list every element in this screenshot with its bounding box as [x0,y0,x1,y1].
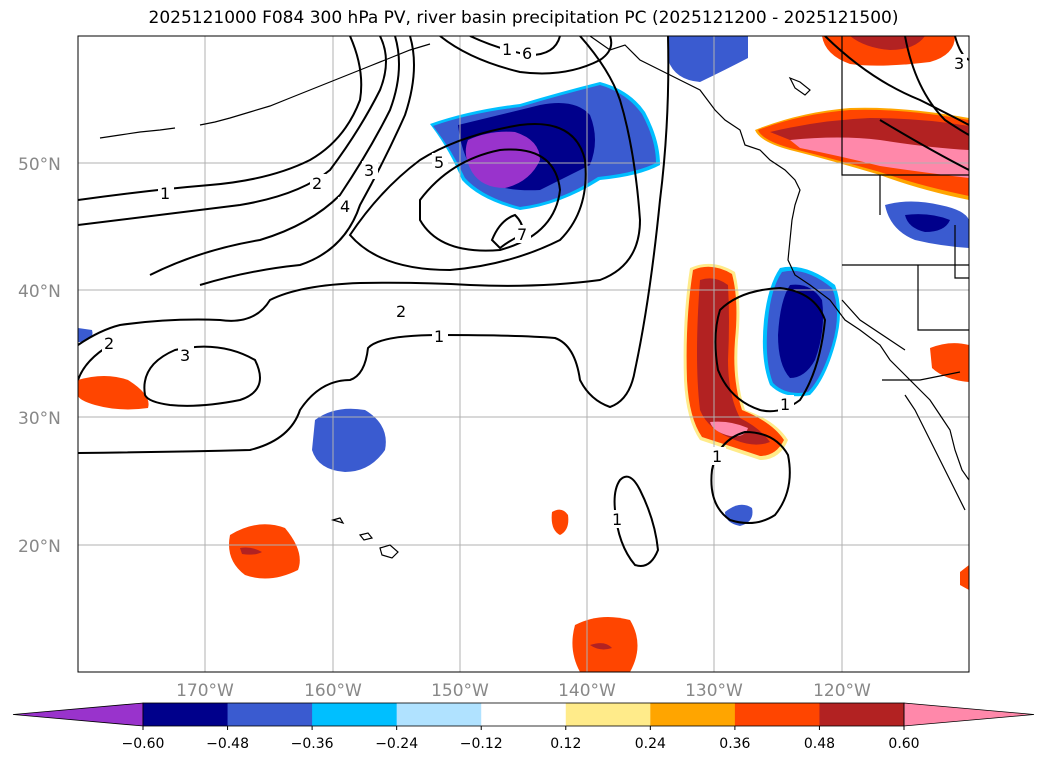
pv-contour-label: 2 [312,174,322,193]
map-title: 2025121000 F084 300 hPa PV, river basin … [148,8,899,28]
pv-contour-line [439,36,613,75]
lon-tick-label: 140°W [558,681,616,701]
precip-positive-region [78,376,149,410]
pv-contour-label: 1 [502,40,512,59]
lon-tick-label: 160°W [304,681,362,701]
precip-negative-region [312,408,386,472]
pv-contour-line [613,475,660,567]
colorbar-segment [734,703,820,726]
lat-tick-label: 40°N [18,282,61,302]
colorbar-segment [312,703,398,726]
pv-contour-label: 3 [364,161,374,180]
coastlines [99,36,969,559]
longitude-labels: 170°W 160°W 150°W 140°W 130°W 120°W [176,681,871,701]
map-plot-area: 1 2 3 4 5 6 7 1 2 3 1 1 1 2 [78,36,969,672]
colorbar-frame [142,702,905,727]
pv-contour-labels: 1 2 3 4 5 6 7 1 2 3 1 1 1 2 [102,40,967,529]
precip-shading [78,36,969,672]
pv-contour-label: 1 [160,184,170,203]
colorbar-segment [650,703,736,726]
pv-contour-label: 1 [434,327,444,346]
precip-positive-region [551,509,569,535]
colorbar-segment [565,703,651,726]
colorbar-ticks: −0.60 −0.48 −0.36 −0.24 −0.12 0.12 0.24 0.36 0.4… [122,726,920,752]
colorbar-tick-label: 0.60 [888,736,919,752]
colorbar-segment [396,703,482,726]
pv-contour-line [143,345,261,407]
pv-contour-label: 4 [340,197,350,216]
pv-contour-line [78,36,642,346]
colorbar-segment [227,703,313,726]
colorbar-tick-label: 0.24 [635,736,666,752]
colorbar-tick-label: −0.48 [206,736,249,752]
colorbar-extend-low [12,702,144,727]
colorbar: −0.60 −0.48 −0.36 −0.24 −0.12 0.12 0.24 0.36 0.4… [12,702,1035,752]
pv-contour-label: 3 [954,54,964,73]
pv-contour-line [710,430,791,525]
precip-negative-region [668,36,748,82]
pv-contour-line [348,123,587,272]
colorbar-tick-label: 0.12 [550,736,581,752]
pv-contour-label: 7 [517,225,527,244]
pv-contour-label: 1 [780,395,790,414]
precip-positive-region [229,524,300,579]
pv-contour-label: 3 [180,346,190,365]
colorbar-tick-label: −0.60 [122,736,165,752]
precip-positive-region [822,36,955,66]
colorbar-tick-label: −0.24 [375,736,418,752]
colorbar-tick-label: −0.12 [460,736,503,752]
colorbar-tick-label: −0.36 [291,736,334,752]
colorbar-segment [481,703,567,726]
colorbar-segment [143,703,229,726]
map-frame [77,35,970,673]
colorbar-segments [12,702,1035,727]
pv-contour-label: 5 [434,153,444,172]
pv-contour-line [824,36,969,126]
pv-contour-label: 2 [104,334,114,353]
colorbar-tick-label: 0.36 [719,736,750,752]
lat-tick-label: 20°N [18,537,61,557]
pv-contour-line [149,36,400,276]
colorbar-segment [819,703,905,726]
colorbar-extend-high [903,702,1035,727]
pv-contour-line [78,36,670,454]
lon-tick-label: 130°W [685,681,743,701]
lon-tick-label: 120°W [813,681,871,701]
pv-contour-label: 1 [712,447,722,466]
lon-tick-label: 170°W [176,681,234,701]
pv-contour-label: 6 [522,44,532,63]
pv-contour-line [904,36,969,136]
pv-contour-line [419,148,562,252]
latitude-labels: 50°N 40°N 30°N 20°N [18,155,61,557]
pv-contour-line [954,36,969,61]
pv-contour-line [199,36,415,286]
lat-tick-label: 50°N [18,155,61,175]
pv-contour-line [879,119,969,171]
pv-contour-label: 1 [612,510,622,529]
lat-tick-label: 30°N [18,409,61,429]
pv-contour-label: 2 [396,302,406,321]
pv-contour-line [714,286,827,413]
lon-tick-label: 150°W [431,681,489,701]
precip-positive-region [960,565,969,590]
colorbar-tick-label: 0.48 [804,736,835,752]
